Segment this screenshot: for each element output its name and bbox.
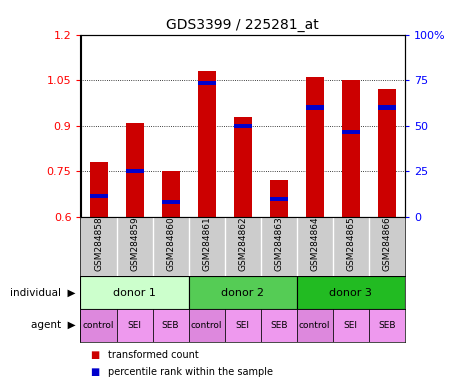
Bar <box>80 309 116 342</box>
Bar <box>161 200 179 204</box>
Bar <box>197 81 215 85</box>
Bar <box>233 117 251 217</box>
Bar <box>125 123 143 217</box>
Text: percentile rank within the sample: percentile rank within the sample <box>108 367 273 377</box>
Text: GSM284866: GSM284866 <box>381 216 391 271</box>
Text: GSM284863: GSM284863 <box>274 216 283 271</box>
Bar <box>305 77 323 217</box>
Bar <box>188 276 296 309</box>
Text: donor 2: donor 2 <box>221 288 263 298</box>
Text: SEB: SEB <box>162 321 179 330</box>
Bar <box>90 194 107 198</box>
Bar <box>269 197 287 201</box>
Text: SEI: SEI <box>343 321 357 330</box>
Text: individual  ▶: individual ▶ <box>11 288 76 298</box>
Text: GSM284858: GSM284858 <box>94 216 103 271</box>
Bar <box>233 124 251 128</box>
Bar <box>296 309 332 342</box>
Text: control: control <box>298 321 330 330</box>
Bar <box>341 80 359 217</box>
Bar <box>90 162 107 217</box>
Bar <box>188 309 224 342</box>
Text: SEI: SEI <box>235 321 249 330</box>
Bar <box>305 105 323 110</box>
Bar <box>269 180 287 217</box>
Bar <box>116 309 152 342</box>
Bar <box>197 71 215 217</box>
Text: control: control <box>83 321 114 330</box>
Bar <box>368 309 404 342</box>
Text: GSM284860: GSM284860 <box>166 216 175 271</box>
Text: SEB: SEB <box>377 321 395 330</box>
Text: SEI: SEI <box>127 321 141 330</box>
Text: ■: ■ <box>90 350 99 360</box>
Bar <box>161 171 179 217</box>
Text: ■: ■ <box>90 367 99 377</box>
Text: GSM284862: GSM284862 <box>238 217 246 271</box>
Bar <box>377 105 395 110</box>
Text: transformed count: transformed count <box>108 350 198 360</box>
Bar <box>260 309 296 342</box>
Bar <box>296 276 404 309</box>
Text: donor 3: donor 3 <box>329 288 371 298</box>
Text: donor 1: donor 1 <box>113 288 156 298</box>
Bar <box>125 169 143 174</box>
Text: SEB: SEB <box>269 321 287 330</box>
Bar <box>341 130 359 134</box>
Text: agent  ▶: agent ▶ <box>31 320 76 331</box>
Bar <box>80 276 188 309</box>
Text: GSM284865: GSM284865 <box>346 216 354 271</box>
Text: control: control <box>190 321 222 330</box>
Text: GSM284861: GSM284861 <box>202 216 211 271</box>
Title: GDS3399 / 225281_at: GDS3399 / 225281_at <box>166 18 319 32</box>
Bar <box>332 309 368 342</box>
Bar <box>152 309 188 342</box>
Text: GSM284859: GSM284859 <box>130 216 139 271</box>
Bar <box>377 89 395 217</box>
Bar <box>224 309 260 342</box>
Text: GSM284864: GSM284864 <box>309 217 319 271</box>
